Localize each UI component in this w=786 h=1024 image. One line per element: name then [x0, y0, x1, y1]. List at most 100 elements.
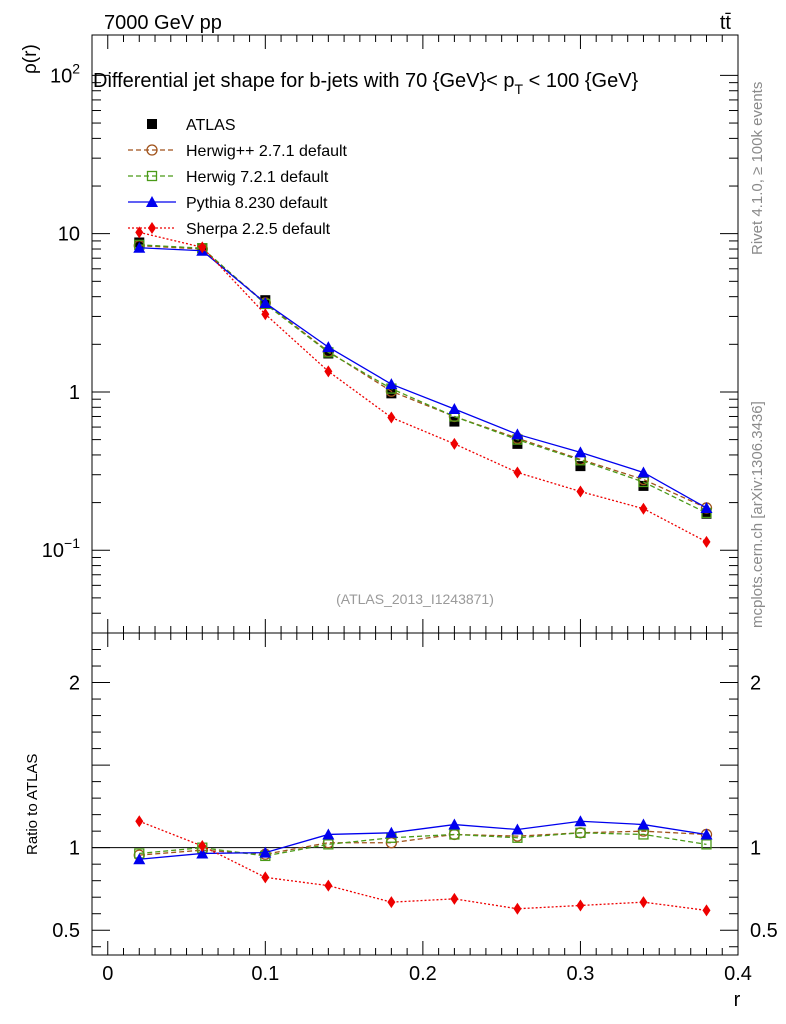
- process-label: tt̄: [720, 12, 732, 34]
- ratio-data-point: [511, 823, 524, 835]
- main-data-point: [133, 241, 146, 253]
- legend-entry: Herwig++ 2.7.1 default: [128, 143, 348, 160]
- main-data-point: [322, 341, 335, 353]
- main-data-point: [639, 502, 648, 515]
- main-data-point: [702, 535, 711, 548]
- main-data-point: [448, 403, 461, 415]
- ratio-data-point: [387, 896, 396, 909]
- legend-label: Herwig++ 2.7.1 default: [186, 143, 348, 160]
- legend-label: ATLAS: [186, 117, 236, 134]
- main-series-line: [139, 245, 707, 509]
- chart-title-subscript: T: [515, 81, 524, 97]
- ratio-y-tick-label-right: 0.5: [750, 920, 778, 942]
- main-series-line: [139, 231, 707, 543]
- main-series-4: [135, 226, 711, 548]
- ratio-y-tick-label-left: 0.5: [52, 920, 80, 942]
- ratio-series-line: [139, 832, 707, 857]
- main-data-point: [323, 348, 334, 359]
- ratio-data-point: [259, 846, 272, 858]
- legend-entry: Herwig 7.2.1 default: [128, 169, 329, 186]
- rivet-label: Rivet 4.1.0, ≥ 100k events: [749, 82, 766, 255]
- legend-entry: Pythia 8.230 default: [128, 195, 328, 212]
- ratio-data-point: [133, 853, 146, 865]
- ratio-data-point: [322, 828, 335, 840]
- ratio-data-point: [196, 847, 209, 859]
- ratio-data-point: [639, 896, 648, 909]
- ratio-data-point: [513, 902, 522, 915]
- ratio-panel-frame: [91, 632, 739, 956]
- ratio-series-line: [139, 820, 707, 860]
- legend-marker: [147, 119, 157, 129]
- y-tick-label: 10−1: [42, 535, 80, 562]
- main-data-point: [261, 308, 270, 321]
- main-series-2: [134, 239, 712, 519]
- main-data-point: [576, 485, 585, 498]
- ratio-data-point: [261, 871, 270, 884]
- ratio-y-tick-label-right: 1: [750, 838, 761, 860]
- main-series-line: [139, 247, 707, 509]
- legend-label: Herwig 7.2.1 default: [186, 169, 329, 186]
- ratio-y-tick-label-left: 2: [69, 673, 80, 695]
- legend-marker: [148, 222, 156, 234]
- main-data-point: [700, 501, 713, 513]
- ratio-data-point: [576, 899, 585, 912]
- ratio-data-point: [638, 829, 649, 840]
- x-axis-label: r: [734, 989, 741, 1011]
- ratio-y-tick-label-right: 2: [750, 673, 761, 695]
- chart-title: Differential jet shape for b-jets with 7…: [93, 70, 639, 97]
- ratio-data-point: [574, 815, 587, 827]
- ratio-data-point: [385, 826, 398, 838]
- main-data-point: [513, 466, 522, 479]
- legend-entry: Sherpa 2.2.5 default: [128, 221, 331, 238]
- axis-tick-labels: 0 0.1 0.2 0.3 0.4 102 10 1 10−1 2 2 1 1 0.5 0.5: [42, 60, 778, 985]
- y-tick-label: 1: [69, 382, 80, 404]
- ratio-data-point: [198, 840, 207, 853]
- main-y-axis-label: ρ(r): [20, 44, 41, 74]
- legend: ATLAS Herwig++ 2.7.1 default Herwig 7.2.1 …: [128, 117, 348, 238]
- chart-title-main: Differential jet shape for b-jets with 7…: [93, 70, 515, 92]
- ratio-series-line: [139, 830, 707, 856]
- series-layer: [92, 226, 738, 917]
- x-tick-label: 0.4: [724, 963, 752, 985]
- x-tick-label: 0: [102, 963, 113, 985]
- main-data-point: [259, 296, 272, 308]
- y-tick-label: 10: [58, 224, 80, 246]
- legend-marker: [146, 196, 158, 207]
- main-data-point: [574, 446, 587, 458]
- legend-label: Sherpa 2.2.5 default: [186, 221, 331, 238]
- main-data-point: [701, 508, 712, 519]
- ratio-data-point: [324, 879, 333, 892]
- ratio-data-point: [450, 892, 459, 905]
- main-data-point: [450, 437, 459, 450]
- main-series-0: [134, 237, 712, 519]
- ratio-data-point: [323, 839, 334, 850]
- main-series-1: [133, 240, 713, 514]
- main-data-point: [387, 411, 396, 424]
- ratio-data-point: [637, 818, 650, 830]
- ratio-data-point: [700, 828, 713, 840]
- y-tick-label: 102: [50, 60, 80, 87]
- legend-label: Pythia 8.230 default: [186, 195, 328, 212]
- ratio-data-point: [448, 818, 461, 830]
- chart-title-suffix: < 100 {GeV}: [523, 70, 638, 92]
- ratio-series-3: [135, 815, 711, 917]
- ratio-series-line: [139, 820, 707, 912]
- ratio-data-point: [135, 815, 144, 828]
- main-data-point: [135, 226, 144, 239]
- x-tick-label: 0.2: [409, 963, 437, 985]
- main-series-3: [133, 241, 713, 513]
- main-data-point: [637, 466, 650, 478]
- main-data-point: [324, 365, 333, 378]
- x-tick-label: 0.1: [251, 963, 279, 985]
- mcplots-label: mcplots.cern.ch [arXiv:1306.3436]: [749, 401, 766, 628]
- main-data-point: [575, 461, 586, 472]
- ratio-y-tick-label-left: 1: [69, 838, 80, 860]
- ratio-data-point: [575, 827, 586, 838]
- main-data-point: [511, 428, 524, 440]
- ratio-data-point: [702, 904, 711, 917]
- legend-marker: [146, 144, 158, 156]
- main-data-point: [198, 241, 207, 254]
- energy-label: 7000 GeV pp: [104, 12, 222, 34]
- ratio-data-point: [701, 839, 712, 850]
